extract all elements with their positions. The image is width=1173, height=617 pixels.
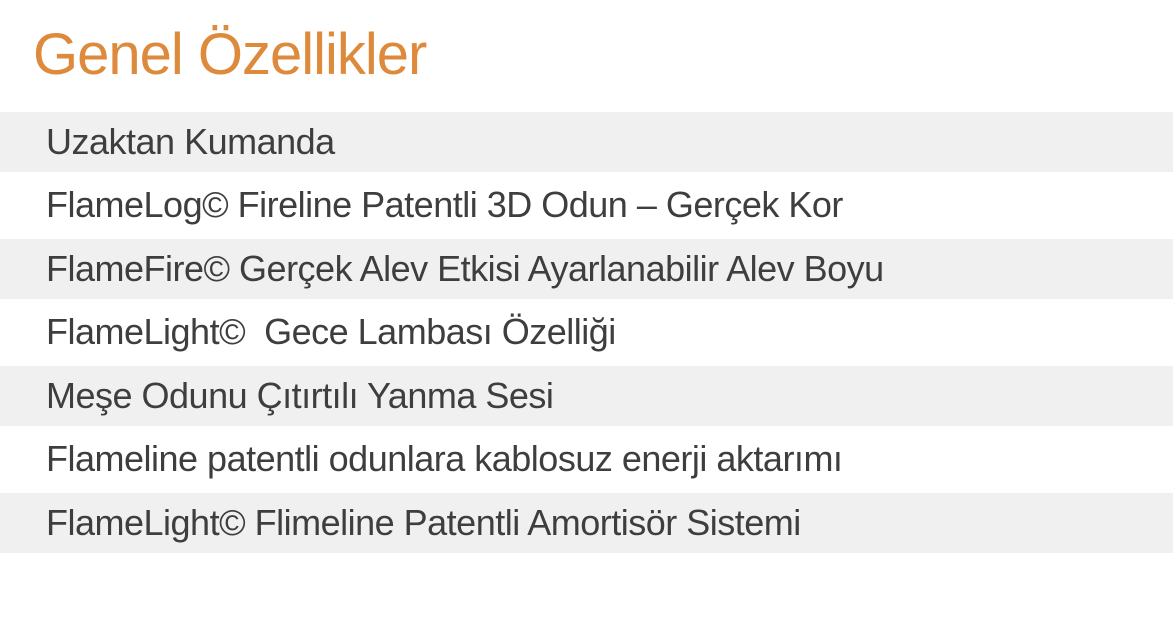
feature-label: FlameLog© Fireline Patentli 3D Odun – Ge… xyxy=(46,184,843,226)
feature-row: FlameFire© Gerçek Alev Etkisi Ayarlanabi… xyxy=(0,237,1173,301)
feature-row: FlameLight© Gece Lambası Özelliği xyxy=(0,300,1173,364)
feature-row: Meşe Odunu Çıtırtılı Yanma Sesi xyxy=(0,364,1173,428)
feature-label: FlameLight© Flimeline Patentli Amortisör… xyxy=(46,501,801,543)
page-title: Genel Özellikler xyxy=(33,22,427,87)
feature-label: Meşe Odunu Çıtırtılı Yanma Sesi xyxy=(46,374,554,416)
features-table: Uzaktan Kumanda FlameLog© Fireline Patent… xyxy=(0,110,1173,555)
feature-row: FlameLog© Fireline Patentli 3D Odun – Ge… xyxy=(0,173,1173,237)
feature-row: Flameline patentli odunlara kablosuz ene… xyxy=(0,427,1173,491)
feature-label: Flameline patentli odunlara kablosuz ene… xyxy=(46,438,843,480)
feature-label: FlameLight© Gece Lambası Özelliği xyxy=(46,311,616,353)
feature-row: Uzaktan Kumanda xyxy=(0,110,1173,174)
page-header: Genel Özellikler xyxy=(0,0,1173,110)
feature-label: FlameFire© Gerçek Alev Etkisi Ayarlanabi… xyxy=(46,247,884,289)
feature-row: FlameLight© Flimeline Patentli Amortisör… xyxy=(0,491,1173,555)
feature-label: Uzaktan Kumanda xyxy=(46,120,335,162)
